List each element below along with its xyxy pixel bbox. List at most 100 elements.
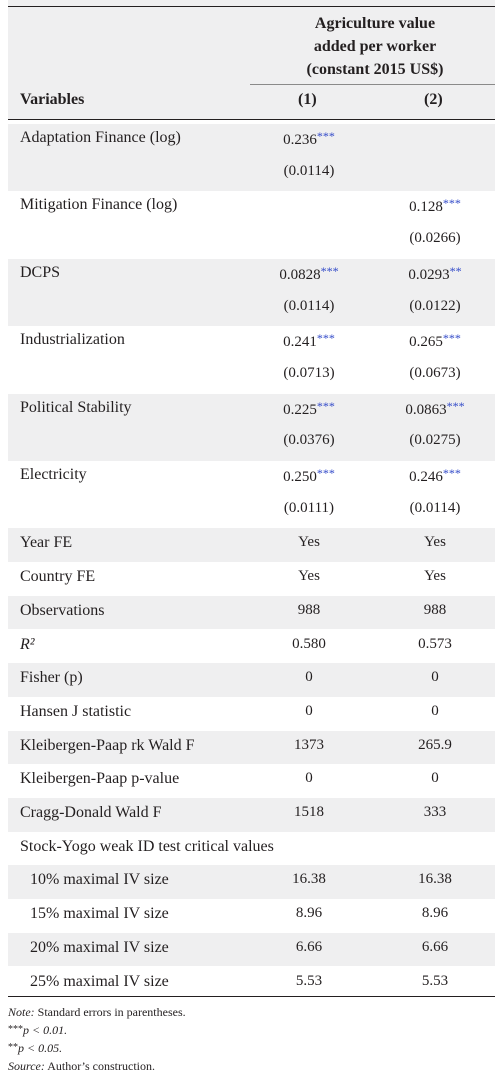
row-label: 10% maximal IV size [30,871,169,889]
row-label: Cragg-Donald Wald F [20,804,162,821]
std-error-col2: (0.0114) [409,499,461,516]
row-shade [8,730,495,765]
row-label: Hansen J statistic [20,702,132,720]
header-rule [250,84,495,85]
coefficient-value: 0.250 [283,469,317,485]
row-label: Kleibergen-Paap rk Wald F [20,736,195,754]
row-shade [8,528,495,563]
row-shade [8,798,495,832]
note-label: Note: [8,1005,35,1019]
significance-stars: ** [449,263,462,278]
row-label: Year FE [20,534,73,552]
coefficient-value: 0.241 [283,334,317,351]
coef-cell-col1: 0.225*** [244,399,374,419]
note-text: Standard errors in parentheses. [37,1005,186,1019]
stat-cell-col1: 0 [305,770,313,787]
stat-cell-col2: 0 [431,770,439,787]
column-1-header: (1) [298,91,317,108]
stat-cell-col2: 5.53 [421,972,449,989]
std-error-col1: (0.0114) [283,162,335,179]
stat-cell-col1: 8.96 [295,905,323,922]
coefficient-value: 0.128 [409,199,443,216]
coef-cell-col1: 0.250*** [244,466,374,486]
stat-cell-col1: Yes [298,534,320,551]
coefficient-value: 0.246 [409,469,443,485]
std-error-col2: (0.0266) [409,230,461,247]
coef-cell-col1: 0.236*** [244,129,374,149]
variables-header: Variables [20,91,85,108]
star-marker: ** [8,1042,18,1053]
coef-cell-col2: 0.0293** [370,264,500,284]
dependent-variable-line: (constant 2015 US$) [306,61,444,78]
stat-cell-col2: 8.96 [421,905,449,922]
coefficient-value: 0.0863 [405,401,447,418]
coefficient-value: 0.0828 [279,266,321,283]
row-label: Stock-Yogo weak ID test critical values [20,837,274,855]
stat-cell-col1: 1518 [294,804,324,820]
significance-stars: *** [446,398,465,413]
stat-cell-col1: 0 [305,669,313,686]
row-label: Country FE [20,568,96,586]
coefficient-value: 0.265 [409,334,443,351]
r-squared-label: R² [20,635,35,653]
stat-cell-col1: 0 [305,702,313,719]
coef-cell-col2: 0.265*** [370,331,500,351]
coef-cell-col2: 0.0863*** [370,399,500,419]
row-label: Industrialization [20,331,125,349]
row-shade [8,865,495,900]
stat-cell-col1: 0.580 [292,635,326,652]
source-label: Source: [8,1059,45,1073]
bottom-rule [8,996,495,997]
std-error-col1: (0.0111) [283,499,335,516]
row-label: 15% maximal IV size [30,905,169,923]
stat-cell-col2: 333 [423,804,447,820]
stat-cell-col1: 5.53 [295,972,323,989]
row-label: Electricity [20,466,87,483]
coef-cell-col2: 0.246*** [370,466,500,486]
top-rule [8,6,495,7]
significance-stars: *** [316,129,335,143]
source-text: Author’s construction. [47,1059,155,1073]
significance-stars: *** [442,466,461,480]
dependent-variable-title: Agriculture value added per worker (cons… [250,12,500,81]
stat-cell-col2: 0 [431,669,439,686]
significance-stars: *** [316,331,335,346]
std-error-col1: (0.0376) [283,432,335,449]
std-error-col2: (0.0275) [409,432,461,449]
stat-cell-col1: 1373 [294,736,324,753]
stat-cell-col2: Yes [424,534,446,551]
std-error-col2: (0.0122) [409,297,461,314]
p-value-text: p < 0.05. [18,1041,63,1055]
header-bottom-rule [8,119,495,120]
row-label: Observations [20,601,105,619]
row-shade [8,663,495,697]
stat-cell-col2: 265.9 [418,736,452,753]
star-marker: *** [8,1024,23,1035]
stat-cell-col2: 0 [431,702,439,719]
row-shade [8,932,495,967]
stat-cell-col2: 6.66 [421,938,449,955]
p-value-text: p < 0.01. [23,1023,68,1037]
row-label: DCPS [20,263,61,281]
header-shade [8,0,495,120]
std-error-col1: (0.0713) [283,364,335,381]
stat-cell-col1: 988 [297,601,321,618]
row-shade [8,595,495,630]
coefficient-value: 0.236 [283,132,317,148]
coef-cell-col1: 0.241*** [244,331,374,351]
table-notes: Note: Standard errors in parentheses. **… [8,1003,186,1075]
coef-cell-col2: 0.128*** [370,196,500,216]
row-label: Fisher (p) [20,669,83,687]
row-label: 25% maximal IV size [30,972,169,990]
stat-cell-col2: 16.38 [418,871,452,888]
row-label: Mitigation Finance (log) [20,196,178,214]
stat-cell-col1: 16.38 [292,871,326,888]
note-line: Note: Standard errors in parentheses. [8,1003,186,1021]
coefficient-value: 0.225 [283,401,317,418]
significance-note-2: **p < 0.05. [8,1039,186,1057]
significance-stars: *** [316,466,335,480]
row-shade [8,393,495,461]
significance-stars: *** [442,196,461,211]
dependent-variable-line: added per worker [313,38,437,55]
